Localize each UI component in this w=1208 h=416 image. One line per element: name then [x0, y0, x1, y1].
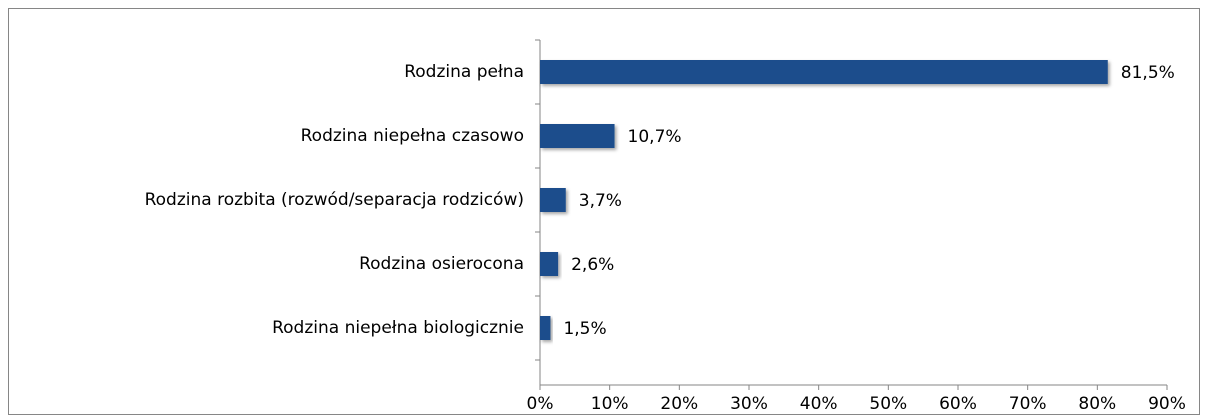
x-tick-label: 10%: [591, 394, 629, 414]
x-tick-label: 50%: [869, 394, 907, 414]
bar: [540, 124, 615, 148]
x-tick-label: 80%: [1078, 394, 1116, 414]
value-label: 2,6%: [571, 255, 614, 275]
x-tick-label: 70%: [1009, 394, 1047, 414]
category-label: Rodzina pełna: [404, 62, 524, 82]
category-label: Rodzina osierocona: [359, 254, 524, 274]
x-tick-label: 0%: [527, 394, 554, 414]
x-tick-label: 30%: [730, 394, 768, 414]
bar: [540, 252, 559, 276]
bar: [540, 188, 566, 212]
bar: [540, 60, 1108, 84]
category-label: Rodzina niepełna biologicznie: [272, 318, 524, 338]
x-tick-label: 20%: [660, 394, 698, 414]
x-tick-label: 40%: [800, 394, 838, 414]
value-label: 1,5%: [563, 319, 606, 339]
bar: [540, 316, 551, 340]
category-label: Rodzina niepełna czasowo: [301, 126, 524, 146]
value-label: 10,7%: [628, 127, 682, 147]
value-label: 81,5%: [1121, 63, 1175, 83]
x-tick-label: 60%: [939, 394, 977, 414]
value-label: 3,7%: [579, 191, 622, 211]
x-tick-label: 90%: [1148, 394, 1186, 414]
category-label: Rodzina rozbita (rozwód/separacja rodzic…: [145, 190, 524, 210]
